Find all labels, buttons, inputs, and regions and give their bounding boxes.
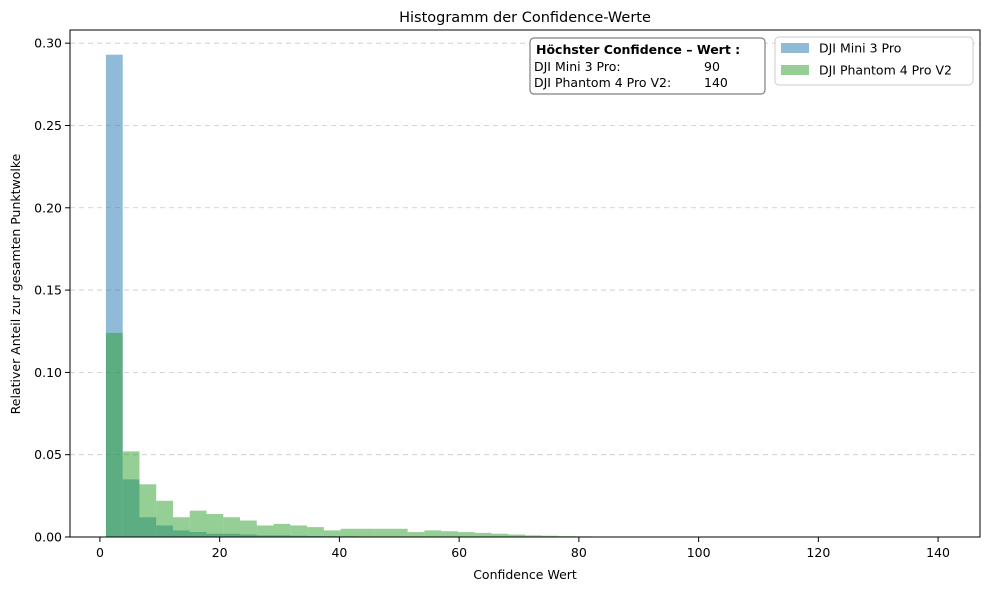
y-axis-label: Relativer Anteil zur gesamten Punktwolke — [8, 153, 23, 414]
annotation-value-mini3pro: 90 — [704, 59, 720, 74]
annotation-value-phantom4: 140 — [704, 75, 728, 90]
legend-label-mini3pro: DJI Mini 3 Pro — [819, 41, 901, 56]
legend-label-phantom4: DJI Phantom 4 Pro V2 — [819, 63, 952, 78]
bar — [206, 513, 224, 537]
x-axis-ticks: 0 20 40 60 80 100 120 140 — [96, 537, 950, 560]
x-tick-label: 140 — [926, 545, 950, 560]
y-tick-label: 0.00 — [34, 530, 62, 545]
bar — [290, 525, 308, 537]
bar — [457, 532, 475, 537]
bar — [441, 531, 458, 537]
x-tick-label: 40 — [331, 545, 347, 560]
bar — [122, 451, 140, 537]
legend: DJI Mini 3 Pro DJI Phantom 4 Pro V2 — [774, 36, 974, 86]
y-axis-ticks: 0.00 0.05 0.10 0.15 0.20 0.25 0.30 — [34, 36, 70, 545]
x-tick-label: 80 — [571, 545, 587, 560]
bar — [307, 527, 324, 537]
grid-lines — [70, 42, 980, 456]
x-tick-label: 60 — [451, 545, 467, 560]
bar — [525, 535, 542, 537]
y-tick-label: 0.10 — [34, 365, 62, 380]
bar — [508, 534, 525, 537]
bar — [256, 525, 274, 537]
bar — [172, 517, 190, 537]
y-tick-label: 0.05 — [34, 447, 62, 462]
x-tick-label: 120 — [806, 545, 830, 560]
bar — [474, 532, 492, 537]
chart-title: Histogramm der Confidence-Werte — [399, 10, 651, 26]
bar — [156, 500, 173, 537]
legend-swatch-mini3pro — [781, 43, 809, 53]
x-tick-label: 20 — [212, 545, 228, 560]
bar — [374, 528, 391, 537]
series-phantom4-bars — [105, 332, 945, 537]
bar — [340, 528, 358, 537]
x-tick-label: 0 — [96, 545, 104, 560]
annotation-label-phantom4: DJI Phantom 4 Pro V2: — [534, 75, 671, 90]
bar — [223, 517, 241, 537]
bar — [541, 535, 559, 537]
bar — [105, 332, 123, 537]
y-tick-label: 0.30 — [34, 36, 62, 51]
y-tick-label: 0.15 — [34, 283, 62, 298]
bar — [273, 523, 291, 537]
bar — [424, 530, 442, 537]
y-tick-label: 0.25 — [34, 118, 62, 133]
legend-swatch-phantom4 — [781, 65, 809, 75]
plot-frame — [69, 29, 981, 538]
x-axis-label: Confidence Wert — [473, 567, 577, 582]
bar — [323, 530, 341, 537]
annotation-heading: Höchster Confidence – Wert : — [536, 42, 740, 57]
bar — [357, 528, 375, 537]
bar — [407, 532, 425, 537]
annotation-label-mini3pro: DJI Mini 3 Pro: — [534, 59, 621, 74]
bar — [240, 520, 257, 537]
x-tick-label: 100 — [687, 545, 711, 560]
annotation-box: Höchster Confidence – Wert : DJI Mini 3 … — [529, 37, 766, 95]
bar — [390, 528, 408, 537]
bar — [139, 484, 157, 537]
y-tick-label: 0.20 — [34, 200, 62, 215]
bar — [189, 510, 207, 537]
bar — [491, 533, 509, 537]
